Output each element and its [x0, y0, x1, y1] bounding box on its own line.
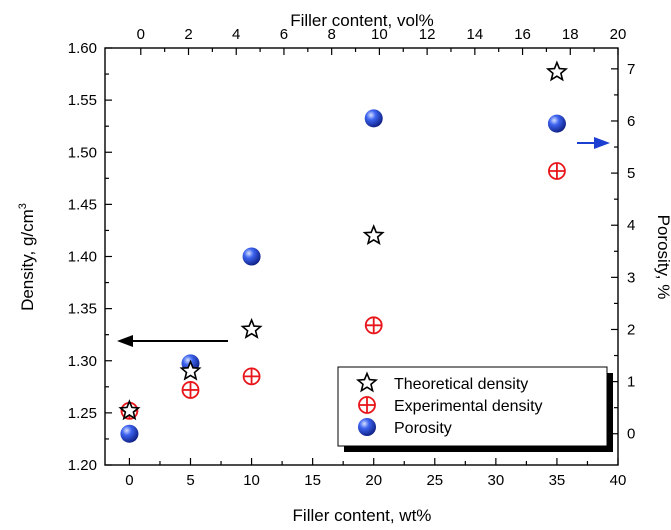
x-bottom-tick-label: 30 [488, 472, 505, 489]
theoretical-density-point [545, 60, 569, 82]
y-left-tick-label: 1.20 [68, 457, 97, 474]
x-bottom-tick-label: 0 [125, 472, 133, 489]
y-axis-title-left-sup: 3 [17, 203, 29, 209]
theoretical-density-point [118, 399, 141, 421]
legend-porosity-label: Porosity [394, 420, 452, 437]
x-top-tick-label: 4 [232, 26, 240, 43]
x-top-tick-label: 6 [280, 26, 288, 43]
legend-box [337, 366, 608, 447]
porosity-point [120, 424, 139, 443]
legend-experimental-density-marker [358, 396, 376, 414]
y-right-tick-label: 1 [627, 374, 635, 391]
x-bottom-tick-label: 15 [304, 472, 321, 489]
svg-text:Density, g/cm3: Density, g/cm3 [17, 203, 37, 311]
x-bottom-tick-label: 35 [549, 472, 566, 489]
y-left-tick-label: 1.30 [68, 353, 97, 370]
y-left-tick-label: 1.50 [68, 144, 97, 161]
y-right-tick-label: 2 [627, 321, 635, 338]
y-axis-title-left-text: Density, g/cm [18, 209, 37, 311]
x-axis-title-bottom: Filler content, wt% [293, 506, 432, 525]
y-right-tick-label: 7 [627, 61, 635, 78]
legend-porosity-marker [358, 418, 376, 436]
legend-experimental-density-label: Experimental density [394, 398, 543, 415]
x-top-tick-label: 8 [328, 26, 336, 43]
porosity-point [242, 247, 261, 266]
x-top-tick-label: 16 [514, 26, 531, 43]
porosity-point [547, 114, 566, 133]
y-left-tick-label: 1.55 [68, 92, 97, 109]
legend: Theoretical density Experimental density P… [337, 366, 613, 452]
legend-theoretical-density-marker [355, 371, 379, 393]
y-left-tick-label: 1.45 [68, 196, 97, 213]
y-right-tick-label: 4 [627, 217, 635, 234]
x-bottom-tick-label: 10 [243, 472, 260, 489]
porosity-point [364, 109, 383, 128]
y-right-tick-label: 6 [627, 113, 635, 130]
x-top-tick-label: 20 [610, 26, 627, 43]
y-left-tick-label: 1.40 [68, 249, 97, 266]
x-top-tick-label: 18 [562, 26, 579, 43]
x-top-tick-label: 2 [184, 26, 192, 43]
y-left-tick-label: 1.60 [68, 40, 97, 57]
x-top-tick-label: 0 [137, 26, 145, 43]
data-marks [118, 60, 569, 443]
x-top-tick-label: 14 [466, 26, 483, 43]
y-left-tick-label: 1.35 [68, 301, 97, 318]
theoretical-density-point [362, 224, 385, 245]
x-top-tick-label: 10 [371, 26, 388, 43]
x-bottom-tick-label: 40 [610, 472, 627, 489]
x-top-tick-label: 12 [419, 26, 436, 43]
porosity-axis-arrow [577, 137, 610, 149]
x-bottom-tick-label: 20 [365, 472, 382, 489]
y-axis-title-left: Density, g/cm3 [17, 203, 37, 311]
y-right-tick-label: 0 [627, 426, 635, 443]
y-axis-title-right: Porosity, % [654, 215, 671, 300]
y-right-tick-label: 3 [627, 269, 635, 286]
axis-ticks: 0 5 10 15 20 25 30 35 400 2 4 6 8 10 12 14 16 18 201.201.2… [68, 26, 636, 489]
experimental-density-point [181, 381, 200, 399]
x-axis-title-top: Filler content, vol% [290, 11, 434, 30]
x-bottom-tick-label: 5 [186, 472, 194, 489]
y-right-tick-label: 5 [627, 165, 635, 182]
theoretical-density-point [240, 317, 263, 339]
experimental-density-point [364, 316, 383, 335]
svg-text:Porosity, %: Porosity, % [654, 215, 671, 300]
x-bottom-tick-label: 25 [426, 472, 443, 489]
y-left-tick-label: 1.25 [68, 405, 97, 422]
experimental-density-point [242, 367, 261, 386]
experimental-density-point [548, 162, 566, 180]
density-axis-arrow [117, 335, 228, 347]
theoretical-density-point [179, 359, 202, 381]
legend-theoretical-density-label: Theoretical density [394, 376, 528, 393]
